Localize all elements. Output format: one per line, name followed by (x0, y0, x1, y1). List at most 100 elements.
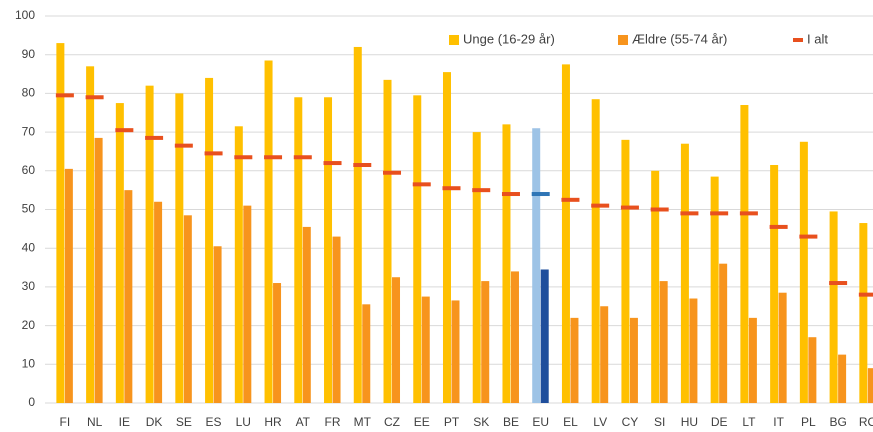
bar (689, 298, 698, 403)
bar (264, 60, 273, 403)
x-tick-label: PT (444, 415, 460, 429)
x-tick-label: BG (829, 415, 846, 429)
total-dash (531, 192, 550, 197)
bar (175, 93, 184, 404)
total-dash (323, 161, 342, 166)
bar (234, 126, 243, 404)
bar (651, 170, 660, 403)
x-tick-label: CY (622, 415, 639, 429)
x-tick-label: NL (87, 415, 103, 429)
y-tick-label: 10 (22, 356, 36, 370)
bar (740, 105, 749, 403)
bar (659, 281, 668, 403)
x-tick-label: HU (681, 415, 698, 429)
x-tick-label: FI (60, 415, 71, 429)
bar (124, 190, 133, 403)
x-tick-label: SI (654, 415, 665, 429)
x-tick-label: MT (354, 415, 372, 429)
x-tick-label: DK (146, 415, 163, 429)
total-dash (55, 93, 74, 98)
y-tick-label: 60 (22, 163, 36, 177)
bar (719, 263, 728, 403)
bar (154, 201, 163, 403)
legend-label: I alt (807, 31, 828, 46)
y-tick-label: 0 (28, 395, 35, 409)
bar (859, 223, 868, 403)
bar (413, 95, 422, 404)
bar (332, 236, 341, 403)
bar (94, 137, 103, 403)
bar (808, 337, 817, 403)
bar (392, 277, 401, 403)
bar (770, 164, 779, 403)
bar (451, 300, 460, 403)
bar (205, 77, 214, 404)
bar (561, 64, 570, 403)
x-tick-label: RO (859, 415, 873, 429)
x-tick-label: SK (473, 415, 489, 429)
x-tick-label: CZ (384, 415, 400, 429)
x-tick-label: IT (773, 415, 784, 429)
x-tick-label: EE (414, 415, 430, 429)
bar (442, 72, 451, 404)
x-tick-label: EU (532, 415, 549, 429)
y-tick-label: 40 (22, 240, 36, 254)
bar (362, 304, 371, 403)
total-dash (501, 192, 520, 197)
bar (421, 296, 430, 403)
bar (243, 205, 252, 403)
bar (145, 85, 154, 403)
bar (748, 317, 757, 403)
x-tick-label: EL (563, 415, 578, 429)
x-tick-label: PL (801, 415, 816, 429)
bar (481, 281, 490, 403)
bar (183, 215, 192, 403)
x-tick-label: DE (711, 415, 728, 429)
bar (867, 368, 873, 403)
total-dash (174, 143, 193, 148)
bar (502, 124, 511, 404)
bar (600, 306, 609, 403)
total-dash (799, 234, 818, 239)
total-dash (472, 188, 491, 193)
bar (294, 97, 303, 404)
legend-swatch (449, 35, 459, 45)
total-dash (561, 197, 580, 202)
bar (570, 317, 579, 403)
y-tick-label: 50 (22, 202, 36, 216)
bar (629, 317, 638, 403)
bar (64, 168, 73, 403)
legend-swatch (793, 38, 803, 42)
bar (799, 141, 808, 403)
total-dash (858, 292, 873, 297)
total-dash (234, 155, 253, 160)
total-dash (680, 211, 699, 216)
bar (383, 79, 392, 403)
y-tick-label: 20 (22, 318, 36, 332)
y-tick-label: 100 (15, 8, 35, 22)
legend-label: Ældre (55-74 år) (632, 31, 727, 46)
x-tick-label: LV (593, 415, 607, 429)
total-dash (739, 211, 758, 216)
legend-label: Unge (16-29 år) (463, 31, 555, 46)
bar (680, 143, 689, 403)
total-dash (710, 211, 729, 216)
bar (273, 283, 282, 403)
bar (778, 292, 787, 403)
bar (540, 269, 549, 403)
x-tick-label: SE (176, 415, 192, 429)
bar (213, 246, 222, 403)
x-tick-label: LU (236, 415, 251, 429)
x-tick-label: FR (325, 415, 341, 429)
total-dash (115, 128, 134, 133)
total-dash (353, 162, 372, 167)
total-dash (383, 170, 402, 175)
bar (591, 99, 600, 403)
total-dash (650, 207, 669, 212)
bar (353, 46, 362, 404)
total-dash (412, 182, 431, 187)
total-dash (829, 281, 848, 286)
x-tick-label: AT (296, 415, 311, 429)
bar (324, 97, 333, 404)
